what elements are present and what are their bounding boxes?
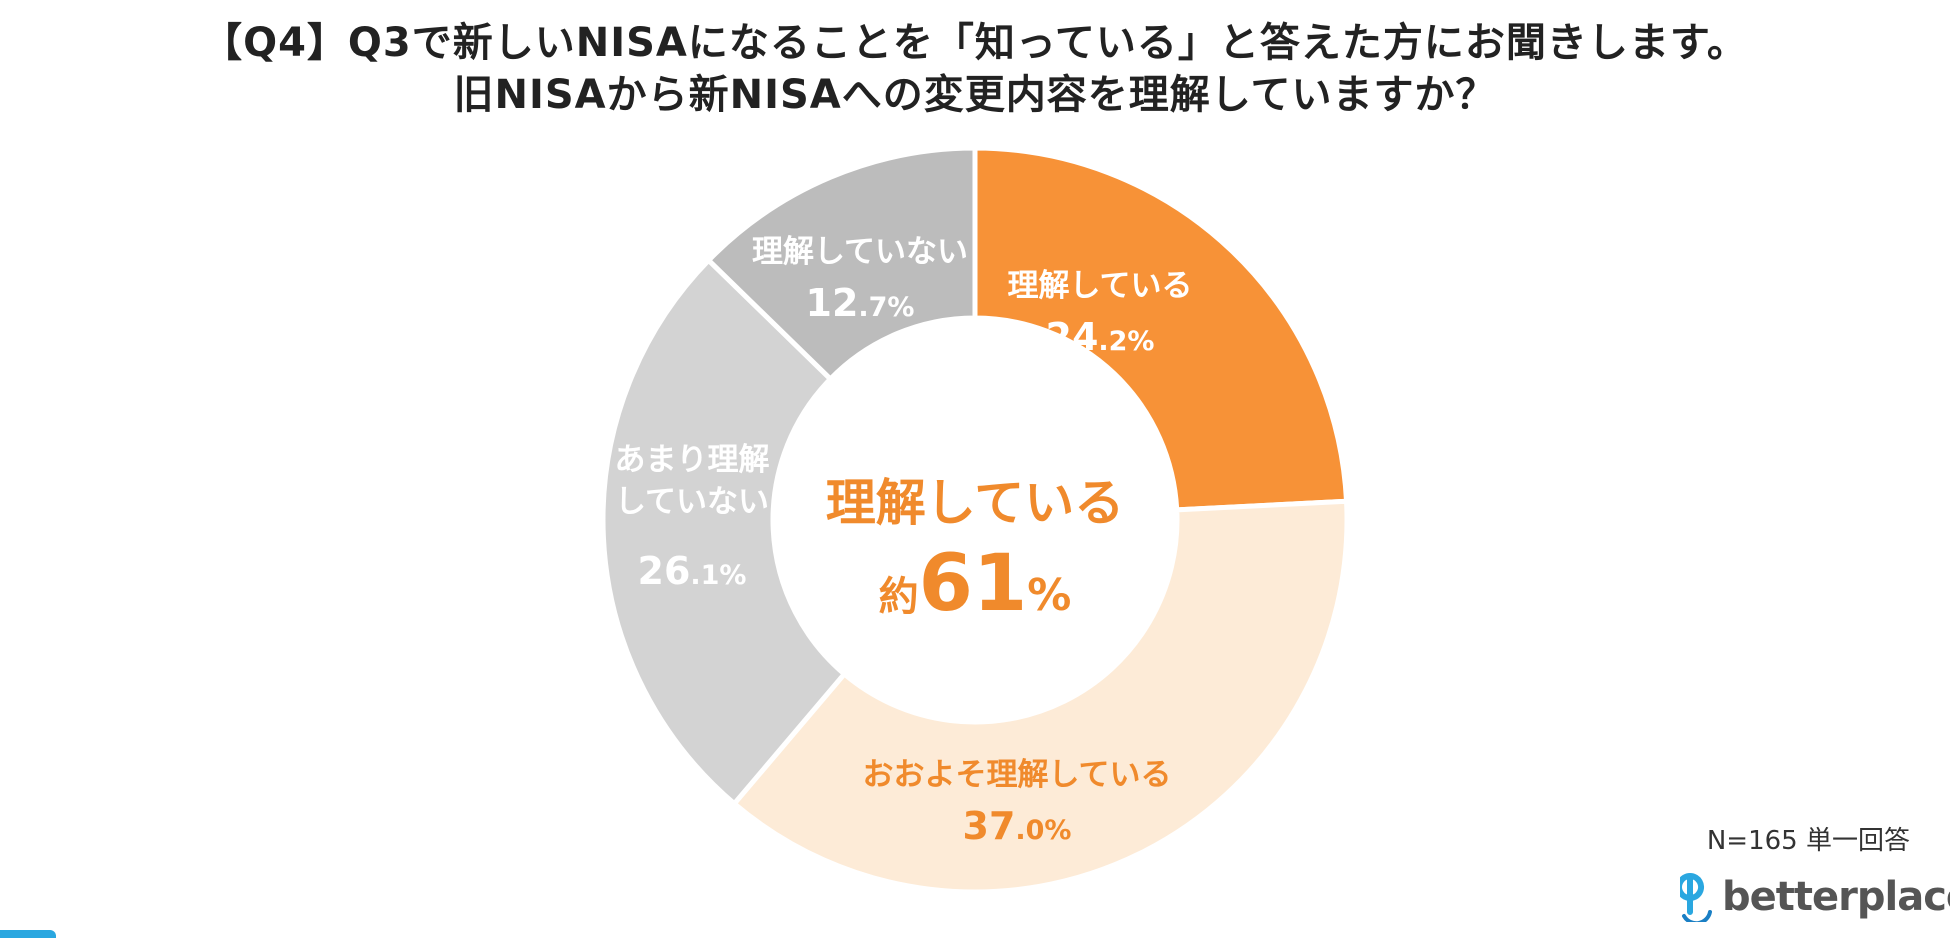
slice-category-label: していない [615, 484, 769, 520]
slice-value-label: 24.2% [1046, 315, 1155, 359]
center-label-number: 61 [919, 539, 1028, 629]
slice-category-label: おおよそ理解している [862, 757, 1171, 793]
brand-logo: betterplace [1680, 872, 1950, 922]
sample-note: N=165 単一回答 [1706, 826, 1910, 856]
slice-label-understand: 理解している 24.2% [1007, 268, 1192, 359]
center-label-value: 約61% [879, 539, 1072, 629]
slice-do-not-understand [705, 145, 978, 383]
chart-title-line-2: 旧NISAから新NISAへの変更内容を理解していますか？ [453, 72, 1497, 118]
slice-category-label: 理解している [1007, 268, 1192, 304]
center-label-unit: % [1027, 570, 1071, 621]
slice-label-do-not-understand: 理解していない 12.7% [752, 234, 968, 325]
slice-roughly-understand [730, 498, 1350, 895]
corner-accent [0, 930, 56, 938]
chart-slices [600, 145, 1350, 895]
center-label-text: 理解している [826, 474, 1125, 532]
brand-logo-text: betterplace [1722, 874, 1950, 920]
chart-title-line-1: 【Q4】Q3で新しいNISAになることを「知っている」と答えた方にお聞きします。 [202, 20, 1748, 66]
slice-value-label: 37.0% [963, 804, 1072, 848]
brand-logo-icon [1680, 873, 1712, 922]
slice-value-label: 12.7% [806, 281, 915, 325]
center-label-prefix: 約 [879, 574, 919, 620]
slice-category-label: 理解していない [752, 234, 968, 270]
slice-not-really-understand [600, 256, 848, 808]
slice-understand [972, 145, 1350, 513]
slice-category-label: あまり理解 [615, 442, 770, 478]
slice-value-label: 26.1% [638, 549, 747, 593]
slice-label-roughly-understand: おおよそ理解している 37.0% [862, 757, 1171, 848]
